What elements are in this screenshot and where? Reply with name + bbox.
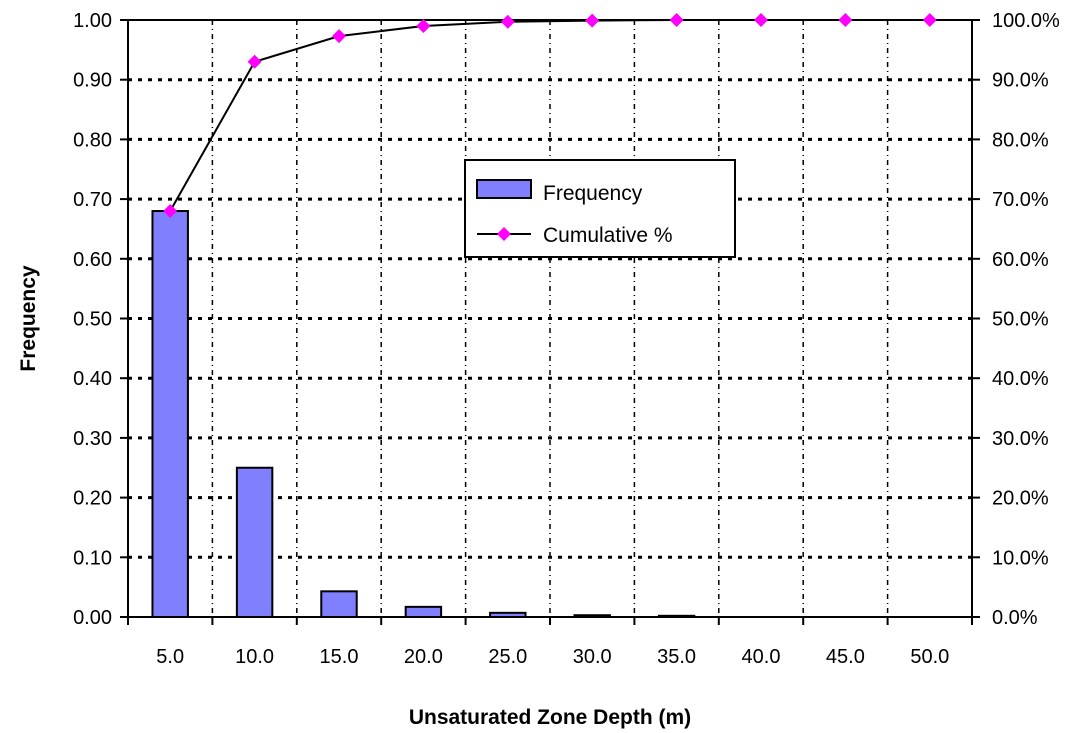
x-tick-label: 40.0 [742,646,781,668]
x-tick-label: 10.0 [235,646,274,668]
legend: Frequency Cumulative % [464,159,736,258]
legend-box [464,159,736,258]
x-axis-title: Unsaturated Zone Depth (m) [409,706,691,729]
y-left-tick-label: 0.30 [73,428,112,450]
x-tick-label: 5.0 [156,646,184,668]
cumulative-marker [500,14,515,29]
y-right-tick-label: 80.0% [992,129,1049,151]
cumulative-marker [585,13,600,28]
y-axis-title: Frequency [17,265,40,372]
x-tick-label: 50.0 [910,646,949,668]
y-right-tick-label: 90.0% [992,70,1049,92]
y-left-tick-label: 0.40 [73,368,112,390]
y-right-tick-label: 70.0% [992,189,1049,211]
y-left-tick-label: 0.20 [73,488,112,510]
y-left-tick-label: 0.10 [73,547,112,569]
cumulative-marker [838,13,853,27]
y-right-tick-label: 30.0% [992,428,1049,450]
x-tick-label: 35.0 [657,646,696,668]
cumulative-polyline [169,19,930,212]
y-left-tick-label: 0.60 [73,249,112,271]
y-left-tick-label: 0.70 [73,189,112,211]
cumulative-marker [669,13,684,27]
axes: 0.00 0.10 0.20 0.30 0.40 0.50 0.60 0.70 0.80 0.90… [73,10,1060,668]
y-left-tick-label: 0.50 [73,309,112,331]
frequency-bar [235,466,274,618]
y-right-tick-label: 0.0% [992,607,1038,629]
x-tick-label: 45.0 [826,646,865,668]
legend-cumulative-marker-icon [497,227,511,241]
y-right-tick-label: 60.0% [992,249,1049,271]
legend-frequency-swatch [476,179,532,199]
y-left-tick-label: 0.00 [73,607,112,629]
cumulative-marker [922,13,937,27]
y-right-tick-label: 40.0% [992,368,1049,390]
cumulative-marker [163,204,178,219]
cumulative-marker [247,54,262,69]
frequency-bar [404,605,443,619]
cumulative-marker [332,29,346,44]
x-tick-label: 25.0 [488,646,527,668]
cumulative-line [163,13,937,219]
cumulative-marker [416,18,431,33]
y-left-tick-label: 0.80 [73,129,112,151]
y-right-tick-label: 20.0% [992,488,1049,510]
frequency-bars [151,210,696,619]
x-tick-label: 30.0 [573,646,612,668]
frequency-bar [151,210,189,618]
x-tick-label: 15.0 [320,646,359,668]
cumulative-marker [754,13,768,27]
y-right-tick-label: 10.0% [992,547,1049,569]
y-left-tick-label: 0.90 [73,70,112,92]
legend-frequency-label: Frequency [543,182,643,205]
y-right-tick-label: 100.0% [992,10,1060,32]
grid [128,20,972,617]
y-right-tick-label: 50.0% [992,309,1049,331]
frequency-bar [320,590,358,618]
x-tick-label: 20.0 [404,646,443,668]
legend-cumulative-label: Cumulative % [543,224,673,247]
y-left-tick-label: 1.00 [73,10,112,32]
